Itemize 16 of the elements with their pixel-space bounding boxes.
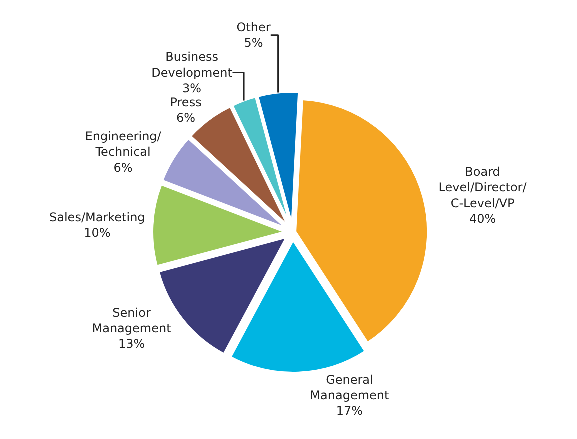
slice-label: Engineering/ Technical xyxy=(85,130,162,160)
slice-label: Press xyxy=(170,95,202,110)
slice-label: Sales/Marketing xyxy=(49,210,146,224)
data-label: 17% xyxy=(336,404,364,418)
data-label: 6% xyxy=(176,110,196,125)
data-label: 3% xyxy=(182,81,202,96)
data-label: 10% xyxy=(84,226,111,240)
slice-label: Senior Management xyxy=(92,306,172,336)
data-label: 13% xyxy=(118,337,146,352)
slice-label: Board Level/Director/ C-Level/VP xyxy=(438,165,528,210)
slice-label: Other xyxy=(236,20,271,35)
data-label: 40% xyxy=(469,212,496,226)
slice-label: General Management xyxy=(310,372,390,402)
data-label: 6% xyxy=(114,160,133,175)
slice-label: Business Development xyxy=(152,50,233,80)
data-label: 5% xyxy=(244,36,264,50)
